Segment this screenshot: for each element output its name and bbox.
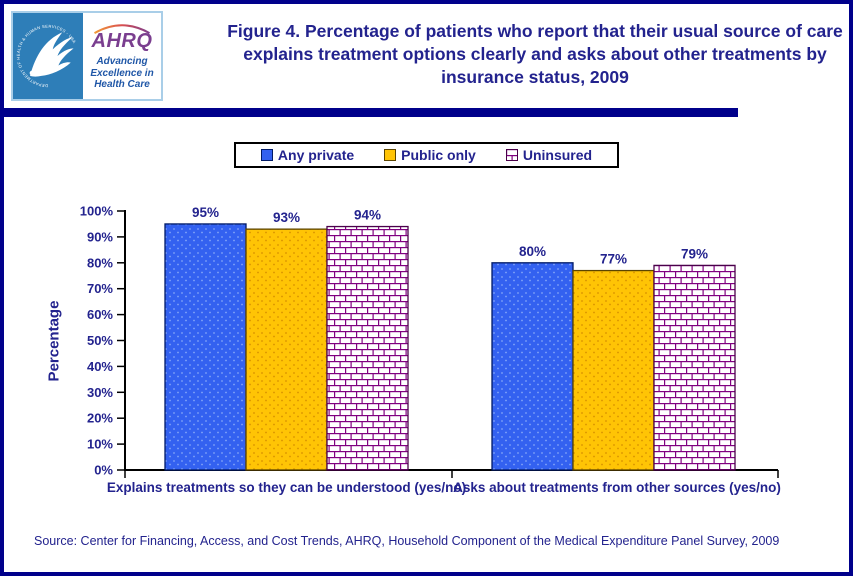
- bar-public-only: [572, 269, 655, 471]
- y-tick-label: 40%: [87, 359, 113, 374]
- y-tick-label: 60%: [87, 307, 113, 322]
- category-label-asks-about-treatments: Asks about treatments from other sources…: [453, 480, 781, 495]
- legend-swatch-any-private: [260, 149, 273, 161]
- y-tick-label: 10%: [87, 437, 113, 452]
- y-tick-label: 30%: [87, 385, 113, 400]
- bar-any-private: [491, 262, 574, 471]
- legend-item-uninsured: Uninsured: [505, 147, 593, 163]
- legend-label: Uninsured: [522, 147, 593, 163]
- y-tick-label: 80%: [87, 255, 113, 270]
- ahrq-rainbow-arc-icon: [94, 24, 150, 35]
- bar-chart: 0% 10% 20% 30% 40% 50% 60% 70% 80% 90% 100% 95% 93% 9…: [4, 187, 849, 525]
- legend-swatch-uninsured: [505, 149, 518, 161]
- legend-row: Any private Public only Uninsured: [4, 142, 849, 168]
- category-label-explains-treatments: Explains treatments so they can be under…: [106, 480, 467, 495]
- figure-title: Figure 4. Percentage of patients who rep…: [227, 21, 843, 87]
- legend-label: Public only: [401, 147, 476, 163]
- ahrq-logo: AHRQ Advancing Excellence in Health Care: [83, 13, 161, 99]
- hhs-eagle-icon: DEPARTMENT OF HEALTH & HUMAN SERVICES - …: [16, 24, 77, 89]
- ahrq-tagline: Advancing Excellence in Health Care: [90, 56, 154, 91]
- ahrq-hhs-logo: DEPARTMENT OF HEALTH & HUMAN SERVICES - …: [11, 11, 163, 101]
- bar-any-private: [164, 223, 247, 471]
- bar-value-label: 80%: [519, 244, 546, 259]
- y-tick-label: 100%: [80, 204, 114, 219]
- legend-label: Any private: [277, 147, 355, 163]
- source-note: Source: Center for Financing, Access, an…: [34, 534, 780, 548]
- ahrq-wordmark: AHRQ: [91, 30, 153, 53]
- bar-public-only: [245, 228, 328, 471]
- bar-uninsured: [326, 225, 409, 471]
- legend-item-any-private: Any private: [260, 147, 355, 163]
- y-tick-label: 0%: [94, 463, 113, 478]
- hhs-seal: DEPARTMENT OF HEALTH & HUMAN SERVICES - …: [13, 13, 83, 99]
- header: DEPARTMENT OF HEALTH & HUMAN SERVICES - …: [4, 4, 849, 101]
- legend-swatch-public-only: [384, 149, 397, 161]
- y-tick-label: 70%: [87, 281, 113, 296]
- bar-value-label: 77%: [600, 252, 627, 267]
- bar-uninsured: [653, 264, 736, 471]
- y-tick-label: 90%: [87, 229, 113, 244]
- bar-value-label: 79%: [681, 246, 708, 261]
- y-axis-title: Percentage: [45, 300, 63, 382]
- legend-item-public-only: Public only: [384, 147, 476, 163]
- bar-value-label: 94%: [354, 208, 381, 223]
- chart-canvas: 0% 10% 20% 30% 40% 50% 60% 70% 80% 90% 100% 95% 93% 9…: [80, 204, 779, 478]
- y-tick-label: 50%: [87, 333, 113, 348]
- bar-value-label: 93%: [273, 210, 300, 225]
- y-tick-label: 20%: [87, 411, 113, 426]
- bar-value-label: 95%: [192, 205, 219, 220]
- header-divider-bar: [4, 108, 738, 117]
- chart-legend: Any private Public only Uninsured: [233, 142, 620, 168]
